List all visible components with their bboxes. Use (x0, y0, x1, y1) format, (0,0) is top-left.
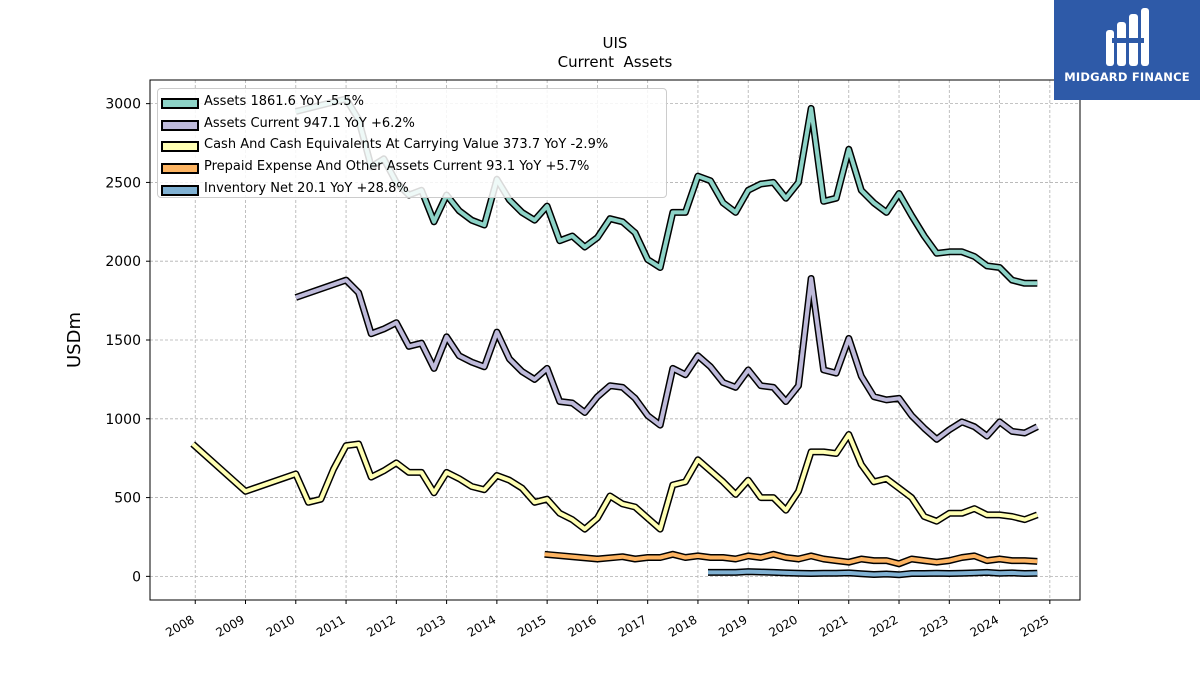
midgard-finance-logo: MIDGARD FINANCE (1054, 0, 1200, 100)
y-tick-label: 2000 (105, 254, 141, 270)
legend-item: Cash And Cash Equivalents At Carrying Va… (158, 135, 666, 157)
legend-label: Inventory Net 20.1 YoY +28.8% (204, 180, 409, 196)
legend-label: Assets Current 947.1 YoY +6.2% (204, 115, 415, 131)
series-lines (190, 95, 1039, 579)
x-tick-label: 2015 (515, 612, 548, 639)
x-tick-label: 2013 (415, 612, 448, 639)
x-tick-label: 2019 (716, 612, 749, 639)
chart-subtitle: Current Assets (558, 53, 673, 71)
legend-swatch (161, 98, 199, 109)
y-tick-label: 2500 (105, 175, 141, 191)
x-tick-label: 2012 (364, 612, 397, 639)
x-tick-label: 2010 (264, 612, 297, 639)
series-line (295, 276, 1039, 442)
series-line (708, 569, 1038, 577)
legend-item: Inventory Net 20.1 YoY +28.8% (158, 179, 666, 201)
x-tick-label: 2022 (867, 612, 900, 639)
x-tick-label: 2016 (565, 612, 598, 639)
x-tick-label: 2009 (214, 612, 247, 639)
legend-item: Assets Current 947.1 YoY +6.2% (158, 114, 666, 136)
series-line (544, 552, 1038, 566)
legend-swatch (161, 163, 199, 175)
legend-swatch (161, 141, 199, 153)
y-tick-label: 1000 (105, 412, 141, 428)
series-outline (190, 431, 1039, 533)
series-outline (294, 275, 1039, 443)
y-axis-ticks: 0 500 1000 1500 2000 2500 3000 (105, 97, 150, 585)
legend-swatch (161, 119, 199, 131)
chart-title: UIS (603, 34, 628, 52)
y-tick-label: 3000 (105, 97, 141, 113)
logo-name: MIDGARD FINANCE (1064, 70, 1190, 84)
legend-label: Cash And Cash Equivalents At Carrying Va… (204, 137, 609, 153)
legend-swatch (161, 184, 199, 196)
y-tick-label: 1500 (105, 333, 141, 349)
series-line (191, 432, 1038, 532)
series-line (295, 96, 1038, 286)
legend-label: Prepaid Expense And Other Assets Current… (204, 159, 590, 175)
x-tick-label: 2017 (616, 612, 649, 639)
x-tick-label: 2025 (1018, 612, 1051, 639)
x-tick-label: 2008 (163, 612, 196, 639)
x-tick-label: 2020 (767, 612, 800, 639)
x-tick-label: 2014 (465, 612, 498, 639)
legend-item: Prepaid Expense And Other Assets Current… (158, 157, 666, 179)
y-tick-label: 0 (132, 569, 141, 585)
x-axis-ticks: 2008 2009 2010 2011 2012 2013 2014 2015 2016 2017… (163, 600, 1051, 640)
logo-mark-icon (1106, 8, 1149, 66)
legend-item: Assets 1861.6 YoY -5.5% (158, 92, 666, 114)
y-axis-label: USDm (64, 312, 85, 368)
chart-legend: Assets 1861.6 YoY -5.5% Assets Current 9… (157, 88, 667, 198)
y-tick-label: 500 (114, 491, 141, 507)
x-tick-label: 2011 (314, 612, 347, 639)
x-tick-label: 2021 (817, 612, 850, 639)
legend-label: Assets 1861.6 YoY -5.5% (204, 94, 365, 109)
x-tick-label: 2018 (666, 612, 699, 639)
x-tick-label: 2023 (917, 612, 950, 639)
x-tick-label: 2024 (968, 612, 1001, 639)
